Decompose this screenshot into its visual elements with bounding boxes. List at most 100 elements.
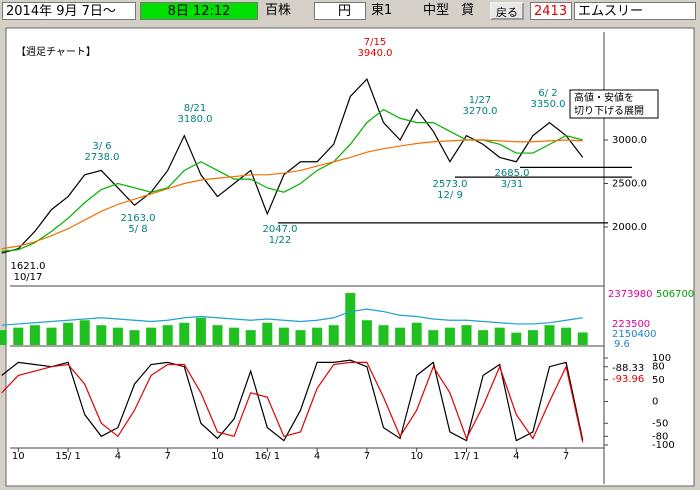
date-from[interactable]: 2014年 9月 7日～ — [2, 2, 136, 20]
volume-bar — [461, 325, 472, 345]
y-tick-label: 50 — [652, 375, 665, 386]
volume-bar — [96, 325, 107, 345]
x-tick-label: 10 — [410, 451, 423, 462]
annotation-date: 10/17 — [14, 272, 43, 283]
volume-bar — [444, 327, 455, 345]
volume-bar — [63, 322, 74, 345]
volume-bar — [162, 325, 173, 345]
volume-bar — [527, 330, 538, 345]
price-line — [1, 77, 584, 254]
price-line — [1, 139, 583, 250]
y-tick-label: 80 — [652, 362, 665, 373]
annotation-date: 6/ 2 — [538, 88, 557, 99]
volume-bar — [428, 330, 439, 345]
annotation-date: 1/22 — [269, 235, 291, 246]
unit: 百株 — [262, 2, 312, 20]
currency[interactable]: 円 — [314, 2, 366, 20]
volume-bar — [212, 325, 223, 345]
volume-bar — [312, 327, 323, 345]
annotation-price: 2685.0 — [495, 168, 530, 179]
company-name: エムスリー — [574, 2, 696, 20]
y-tick-label: 100 — [652, 353, 671, 364]
volume-bar — [229, 327, 240, 345]
volume-bar — [378, 325, 389, 345]
back-button[interactable]: 戻る — [490, 2, 524, 20]
volume-label: 2373980 — [608, 289, 653, 300]
x-tick-label: 15/ 1 — [55, 451, 81, 462]
y-tick-label: -80 — [652, 431, 668, 442]
annotation-price: 3180.0 — [178, 114, 213, 125]
volume-bar — [46, 327, 57, 345]
y-tick-label: 2000.0 — [612, 222, 647, 233]
volume-bar — [112, 327, 123, 345]
annotation-price: 2047.0 — [263, 224, 298, 235]
oscillator-line — [1, 361, 584, 443]
volume-bar — [79, 320, 90, 345]
annotation-date: 8/21 — [184, 103, 206, 114]
volume-bar — [129, 330, 140, 345]
volume-label: 9.6 — [614, 339, 630, 350]
oscillator-label: -88.33 — [612, 363, 644, 374]
volume-label: 506700 — [656, 289, 694, 300]
toolbar: 2014年 9月 7日～ 8日 12:12 百株 円 東1 中型 貸 戻る 24… — [0, 0, 700, 24]
x-tick-label: 4 — [314, 451, 320, 462]
date-to[interactable]: 8日 12:12 — [140, 2, 258, 20]
x-tick-label: 4 — [115, 451, 121, 462]
x-tick-label: 7 — [563, 451, 569, 462]
annotation-date: 3/ 6 — [92, 141, 111, 152]
note-text: 高値・安値を — [574, 91, 634, 104]
volume-bar — [195, 317, 206, 345]
volume-label: 223500 — [612, 319, 650, 330]
annotation-price: 1621.0 — [11, 261, 46, 272]
note-box — [569, 89, 659, 119]
volume-bar — [0, 330, 7, 345]
x-tick-label: 10 — [211, 451, 224, 462]
chart-title: 【週足チャート】 — [16, 46, 96, 58]
volume-bar — [511, 332, 522, 345]
x-tick-label: 7 — [165, 451, 171, 462]
volume-bar — [179, 322, 190, 345]
y-tick-label: 3000.0 — [612, 135, 647, 146]
code: 2413 — [530, 2, 572, 20]
x-tick-label: 17/ 1 — [454, 451, 480, 462]
oscillator-line — [1, 359, 584, 442]
y-tick-label: 0 — [652, 397, 658, 408]
volume-bar — [577, 332, 588, 345]
annotation-date: 7/15 — [364, 37, 386, 48]
margin: 貸 — [458, 2, 486, 20]
note-text: 切り下げる展開 — [574, 105, 644, 117]
volume-bar — [361, 320, 372, 345]
annotation-price: 2573.0 — [433, 179, 468, 190]
annotation-price: 2738.0 — [85, 152, 120, 163]
y-tick-label: -50 — [652, 418, 668, 429]
annotation-date: 12/ 9 — [437, 190, 463, 201]
volume-bar — [544, 325, 555, 345]
volume-bar — [278, 327, 289, 345]
size: 中型 — [420, 2, 456, 20]
volume-bar — [494, 327, 505, 345]
annotation-price: 3940.0 — [358, 48, 393, 59]
volume-bar — [29, 325, 40, 345]
x-tick-label: 4 — [513, 451, 519, 462]
volume-bar — [262, 322, 273, 345]
volume-bar — [295, 330, 306, 345]
annotation-price: 3270.0 — [463, 106, 498, 117]
annotation-price: 2163.0 — [121, 213, 156, 224]
volume-bar — [146, 327, 157, 345]
volume-bar — [245, 330, 256, 345]
volume-label: 2150400 — [612, 329, 657, 340]
x-tick-label: 10 — [12, 451, 25, 462]
volume-bar — [345, 293, 356, 345]
annotation-date: 5/ 8 — [128, 224, 147, 235]
annotation-date: 1/27 — [469, 95, 491, 106]
market: 東1 — [368, 2, 418, 20]
oscillator-label: -93.96 — [612, 374, 644, 385]
volume-bar — [395, 327, 406, 345]
x-tick-label: 7 — [364, 451, 370, 462]
volume-bar — [328, 325, 339, 345]
volume-bar — [13, 327, 24, 345]
x-tick-label: 16/ 1 — [254, 451, 280, 462]
annotation-date: 3/31 — [501, 179, 523, 190]
